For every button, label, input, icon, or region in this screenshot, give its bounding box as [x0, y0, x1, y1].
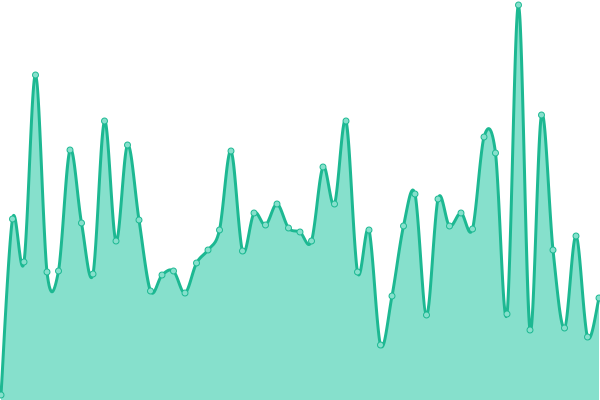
data-point — [365, 226, 373, 234]
data-point — [78, 219, 85, 227]
data-point — [480, 133, 488, 141]
data-point — [446, 222, 453, 230]
data-point — [595, 294, 600, 302]
data-point — [515, 1, 522, 9]
data-point — [239, 247, 246, 255]
data-point — [411, 190, 419, 198]
data-point — [262, 221, 269, 229]
data-point — [0, 391, 5, 399]
data-point — [89, 270, 97, 278]
data-point — [181, 289, 189, 297]
data-point — [227, 147, 235, 155]
data-point — [400, 222, 407, 230]
data-point — [273, 200, 281, 208]
data-point — [112, 237, 120, 245]
data-point — [342, 117, 350, 125]
data-point — [170, 267, 177, 275]
data-point — [503, 310, 511, 318]
data-point — [204, 246, 212, 254]
data-point — [250, 209, 258, 217]
data-point — [20, 258, 28, 266]
data-point — [331, 200, 338, 208]
data-point — [561, 324, 568, 332]
data-point — [43, 268, 51, 276]
data-point — [158, 271, 166, 279]
data-point — [319, 163, 327, 171]
data-point — [9, 215, 16, 223]
area-fill — [1, 4, 599, 400]
data-point — [423, 311, 430, 319]
data-point — [147, 287, 154, 295]
data-point — [124, 141, 131, 149]
data-point — [469, 225, 476, 233]
data-point — [457, 209, 465, 217]
data-point — [377, 341, 384, 349]
data-point — [296, 228, 304, 236]
data-point — [285, 224, 292, 232]
data-point — [388, 292, 396, 300]
data-point — [492, 149, 499, 157]
data-point — [66, 146, 74, 154]
data-point — [572, 232, 580, 240]
data-point — [584, 333, 591, 341]
data-point — [549, 246, 557, 254]
data-point — [216, 226, 223, 234]
data-point — [354, 268, 361, 276]
data-point — [101, 117, 108, 125]
data-point — [526, 326, 534, 334]
data-point — [193, 259, 200, 267]
data-point — [538, 111, 545, 119]
data-point — [434, 195, 442, 203]
data-point — [308, 237, 315, 245]
data-point — [135, 216, 143, 224]
data-point — [55, 267, 62, 275]
data-point — [32, 71, 39, 79]
